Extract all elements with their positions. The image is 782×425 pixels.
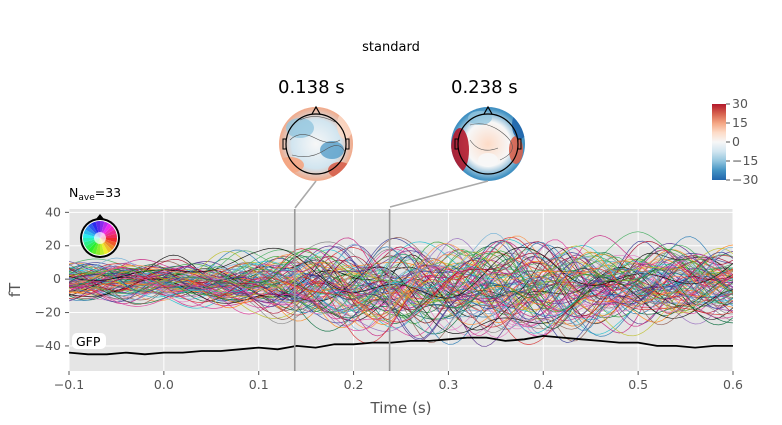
connector-line-0238: [389, 180, 489, 208]
colorwheel-center: [94, 232, 106, 244]
channel-trace: [69, 272, 733, 343]
x-tick-label: 0.2: [344, 377, 364, 392]
x-tick-label: −0.1: [54, 377, 84, 392]
channel-trace: [69, 255, 733, 341]
channel-trace: [69, 247, 733, 313]
figure-title: standard: [362, 40, 420, 55]
y-tick-label: −20: [35, 305, 61, 320]
y-tick-label: −40: [35, 338, 61, 353]
channel-trace: [69, 251, 733, 325]
topomap-0138: [279, 105, 353, 181]
channel-trace: [69, 263, 733, 334]
gfp-label-box: [72, 333, 106, 349]
channel-trace: [69, 264, 733, 338]
connector-line-0138: [294, 180, 317, 209]
channel-trace: [69, 275, 733, 345]
x-tick-label: 0.6: [723, 377, 743, 392]
gfp-line: [69, 334, 733, 356]
x-tick-label: 0.4: [533, 377, 553, 392]
channel-trace: [69, 266, 733, 331]
y-tick-label: 40: [45, 204, 61, 219]
topomap-time-label-0238: 0.238 s: [451, 77, 518, 98]
y-tick-label: 0: [53, 271, 61, 286]
channel-trace: [69, 249, 733, 312]
channel-trace: [69, 267, 733, 336]
gfp-label: GFP: [76, 334, 101, 349]
y-axis-label: fT: [6, 282, 24, 297]
colorbar: 30 15 0 −15 −30: [712, 96, 758, 187]
topomap-0238: [451, 105, 525, 181]
gfp-trace: [69, 334, 733, 356]
y-axis-ticks: 40 20 0 −20 −40: [35, 204, 69, 353]
topomap-time-label-0138: 0.138 s: [278, 77, 345, 98]
x-tick-label: 0.5: [628, 377, 648, 392]
x-axis-ticks: −0.1 0.0 0.1 0.2 0.3 0.4 0.5 0.6: [54, 371, 743, 392]
channel-trace: [69, 239, 733, 301]
colorbar-tick-label: 0: [732, 134, 740, 149]
channel-traces: [69, 231, 733, 347]
channel-trace: [69, 254, 733, 314]
x-tick-label: 0.3: [438, 377, 458, 392]
colorbar-tick-label: −30: [732, 172, 758, 187]
channel-trace: [69, 243, 733, 316]
colorbar-tick-label: 30: [732, 96, 748, 111]
x-tick-label: 0.0: [154, 377, 174, 392]
nave-label: Nave=33: [69, 185, 121, 203]
y-tick-label: 20: [45, 238, 61, 253]
channel-trace: [69, 245, 733, 311]
channel-trace: [69, 265, 733, 338]
channel-trace: [69, 246, 733, 299]
x-tick-label: 0.1: [249, 377, 269, 392]
channel-trace: [69, 259, 733, 324]
channel-trace: [69, 237, 733, 302]
colorbar-tick-label: −15: [732, 153, 758, 168]
colorbar-gradient: [712, 104, 726, 180]
channel-trace: [69, 241, 733, 305]
channel-trace: [69, 241, 733, 311]
time-markers: [293, 209, 391, 371]
channel-trace: [69, 260, 733, 316]
channel-trace: [69, 232, 733, 302]
sensor-legend-head-icon: [80, 214, 120, 258]
x-axis-label: Time (s): [370, 399, 432, 417]
colorbar-tick-label: 15: [732, 115, 748, 130]
channel-trace: [69, 268, 733, 335]
